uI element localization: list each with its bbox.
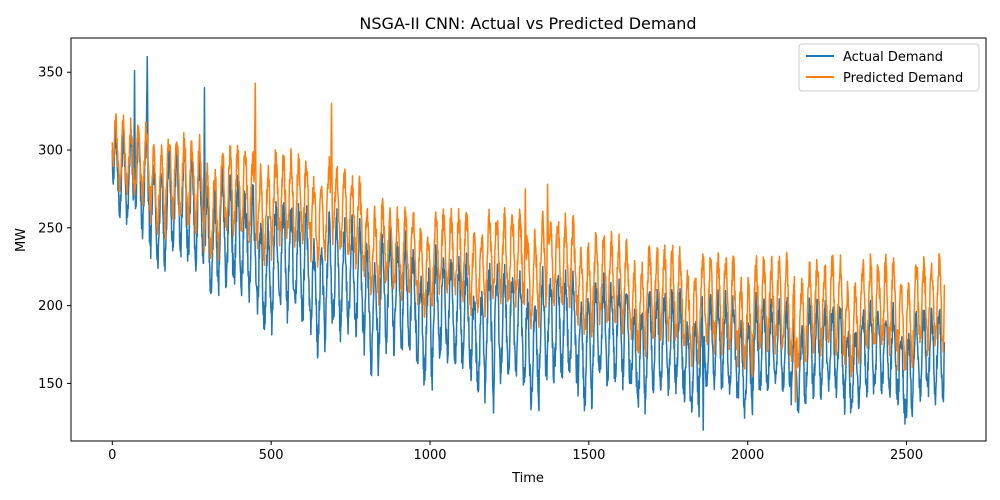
x-tick-label-2: 1000 bbox=[413, 448, 446, 463]
x-axis-label: Time bbox=[511, 471, 544, 486]
x-tick-label-1: 500 bbox=[259, 448, 284, 463]
y-axis-label: MW bbox=[14, 228, 29, 252]
y-tick-label-4: 350 bbox=[38, 66, 63, 81]
series-line-actual bbox=[111, 55, 946, 431]
x-axis: 0 500 1000 1500 2000 2500 bbox=[108, 441, 923, 463]
y-tick-label-1: 200 bbox=[38, 299, 63, 314]
plot-frame bbox=[70, 37, 987, 442]
y-axis: 150 200 250 300 350 bbox=[38, 66, 71, 392]
x-tick-label-3: 1500 bbox=[572, 448, 605, 463]
legend: Actual Demand Predicted Demand bbox=[798, 43, 980, 92]
x-tick-label-4: 2000 bbox=[731, 448, 764, 463]
plot-area bbox=[70, 37, 987, 442]
series-line-predicted bbox=[111, 82, 946, 403]
series-layer bbox=[111, 55, 946, 431]
legend-label-predicted: Predicted Demand bbox=[843, 71, 963, 86]
x-tick-label-0: 0 bbox=[108, 448, 116, 463]
y-tick-label-0: 150 bbox=[38, 377, 63, 392]
legend-label-actual: Actual Demand bbox=[843, 50, 943, 65]
legend-box bbox=[798, 43, 980, 92]
chart-title: NSGA-II CNN: Actual vs Predicted Demand bbox=[359, 14, 696, 33]
x-tick-label-5: 2500 bbox=[890, 448, 923, 463]
y-tick-label-2: 250 bbox=[38, 221, 63, 236]
y-tick-label-3: 300 bbox=[38, 144, 63, 159]
